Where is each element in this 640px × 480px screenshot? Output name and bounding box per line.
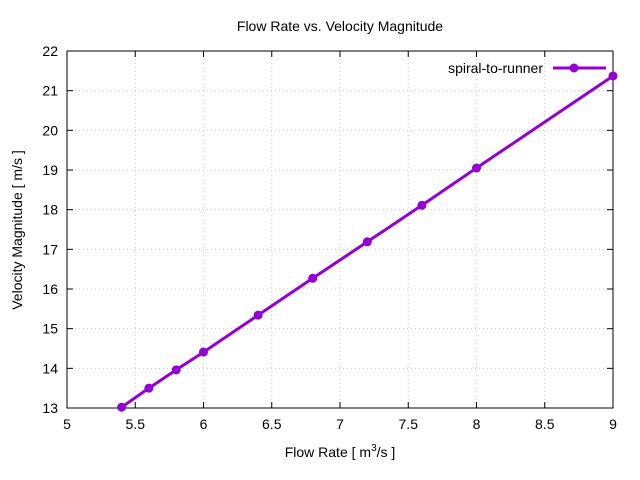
data-point <box>472 163 481 173</box>
data-point <box>117 402 127 412</box>
legend-label: spiral-to-runner <box>448 60 543 76</box>
y-tick-label: 17 <box>42 241 58 257</box>
x-tick-label: 8.5 <box>535 416 555 432</box>
legend: spiral-to-runner <box>448 60 606 76</box>
data-point <box>362 237 372 247</box>
y-tick-label: 19 <box>42 162 58 178</box>
y-tick-label: 15 <box>42 321 58 337</box>
x-axis-label: Flow Rate [ m3/s ] <box>285 443 396 460</box>
legend-marker <box>569 63 579 73</box>
plot-frame <box>66 50 614 409</box>
y-tick-label: 13 <box>42 400 58 416</box>
grid <box>67 51 613 408</box>
y-axis-label: Velocity Magnitude [ m/s ] <box>9 150 25 310</box>
x-tick-label: 6.5 <box>262 416 282 432</box>
data-point <box>144 383 154 393</box>
data-point <box>608 71 618 81</box>
y-tick-label: 14 <box>42 360 58 376</box>
data-point <box>199 347 208 357</box>
x-tick-label: 5 <box>63 416 71 432</box>
data-point <box>171 365 181 375</box>
series-line <box>120 74 614 409</box>
x-axis-label-tail: /s ] <box>377 444 396 460</box>
x-tick-label: 9 <box>609 416 617 432</box>
chart-title: Flow Rate vs. Velocity Magnitude <box>237 18 443 34</box>
data-point <box>253 310 263 320</box>
data-point <box>308 273 318 283</box>
axis-ticks: 5 5.5 6 6.5 7 7.5 8 8.5 9 13 14 15 16 17 18 19 20 21 22 <box>42 43 617 432</box>
x-tick-label: 7 <box>336 416 344 432</box>
x-axis-label-superscript: 3 <box>371 443 377 454</box>
y-tick-label: 18 <box>42 202 58 218</box>
y-tick-label: 20 <box>42 122 58 138</box>
y-tick-label: 21 <box>42 83 58 99</box>
y-tick-label: 16 <box>42 281 58 297</box>
data-point <box>417 200 427 210</box>
series-layer <box>117 71 618 412</box>
x-tick-label: 6 <box>200 416 208 432</box>
x-tick-label: 5.5 <box>126 416 146 432</box>
x-axis-label-main: Flow Rate [ m <box>285 444 371 460</box>
y-tick-label: 22 <box>42 43 58 59</box>
x-tick-label: 7.5 <box>399 416 419 432</box>
x-tick-label: 8 <box>473 416 481 432</box>
